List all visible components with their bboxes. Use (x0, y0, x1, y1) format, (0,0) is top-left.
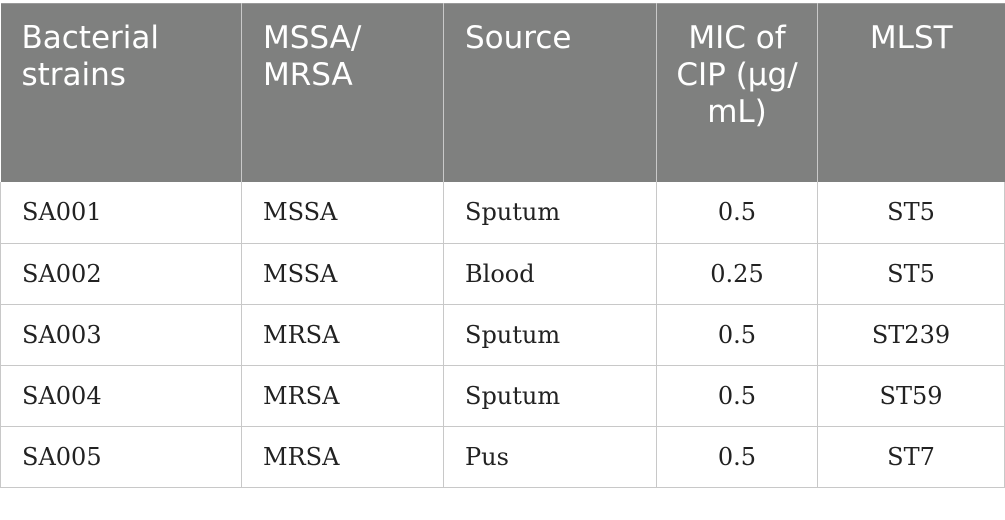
strains-table-container: Bacterial strains MSSA/ MRSA Source MIC … (0, 3, 1005, 488)
cell-mssa-mrsa: MRSA (241, 365, 444, 427)
cell-mssa-mrsa: MRSA (241, 426, 444, 488)
cell-mlst: ST59 (817, 365, 1005, 427)
table-header: Bacterial strains MSSA/ MRSA Source MIC … (0, 3, 1005, 182)
cell-mic: 0.5 (656, 426, 818, 488)
cell-mic: 0.5 (656, 365, 818, 427)
cell-mlst: ST5 (817, 181, 1005, 244)
header-mssa-mrsa: MSSA/ MRSA (241, 3, 444, 182)
cell-mic: 0.25 (656, 243, 818, 305)
cell-source: Sputum (443, 181, 657, 244)
header-row: Bacterial strains MSSA/ MRSA Source MIC … (0, 3, 1005, 182)
cell-mssa-mrsa: MRSA (241, 304, 444, 366)
header-source: Source (443, 3, 657, 182)
cell-strain: SA001 (0, 181, 242, 244)
cell-source: Blood (443, 243, 657, 305)
table-row: SA002 MSSA Blood 0.25 ST5 (0, 243, 1005, 305)
cell-mic: 0.5 (656, 181, 818, 244)
cell-mlst: ST5 (817, 243, 1005, 305)
table-row: SA001 MSSA Sputum 0.5 ST5 (0, 181, 1005, 244)
table-body: SA001 MSSA Sputum 0.5 ST5 SA002 MSSA Blo… (0, 181, 1005, 488)
cell-source: Sputum (443, 304, 657, 366)
cell-mssa-mrsa: MSSA (241, 181, 444, 244)
cell-mssa-mrsa: MSSA (241, 243, 444, 305)
cell-strain: SA002 (0, 243, 242, 305)
header-mic-of-cip: MIC of CIP (μg/ mL) (656, 3, 818, 182)
table-row: SA004 MRSA Sputum 0.5 ST59 (0, 365, 1005, 427)
cell-strain: SA003 (0, 304, 242, 366)
cell-source: Pus (443, 426, 657, 488)
header-bacterial-strains: Bacterial strains (0, 3, 242, 182)
cell-mic: 0.5 (656, 304, 818, 366)
header-mlst: MLST (817, 3, 1005, 182)
table-row: SA003 MRSA Sputum 0.5 ST239 (0, 304, 1005, 366)
strains-table: Bacterial strains MSSA/ MRSA Source MIC … (0, 3, 1005, 488)
table-row: SA005 MRSA Pus 0.5 ST7 (0, 426, 1005, 488)
cell-strain: SA005 (0, 426, 242, 488)
cell-strain: SA004 (0, 365, 242, 427)
cell-source: Sputum (443, 365, 657, 427)
cell-mlst: ST239 (817, 304, 1005, 366)
cell-mlst: ST7 (817, 426, 1005, 488)
